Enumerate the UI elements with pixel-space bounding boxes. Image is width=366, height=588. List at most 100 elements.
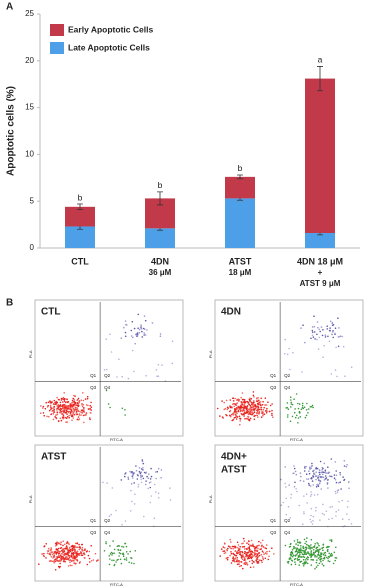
event-dot — [244, 401, 247, 404]
event-dot — [315, 475, 317, 477]
event-dot — [237, 552, 240, 554]
event-dot — [234, 550, 237, 552]
event-dot — [60, 397, 63, 400]
event-dot — [298, 542, 301, 544]
event-dot — [331, 322, 334, 324]
event-dot — [140, 324, 142, 326]
event-dot — [293, 558, 296, 561]
event-dot — [62, 559, 65, 561]
event-dot — [113, 552, 115, 554]
panel-title: 4DN+ — [221, 452, 247, 463]
event-dot — [327, 335, 329, 338]
event-dot — [286, 353, 289, 356]
event-dot — [264, 547, 266, 549]
event-dot — [330, 373, 333, 375]
event-dot — [60, 543, 62, 546]
event-dot — [236, 541, 239, 544]
event-dot — [54, 560, 56, 563]
event-dot — [310, 538, 313, 541]
event-dot — [310, 514, 312, 517]
event-dot — [346, 506, 349, 508]
event-dot — [320, 558, 323, 560]
event-dot — [48, 415, 50, 418]
event-dot — [148, 473, 150, 476]
event-dot — [229, 406, 232, 409]
event-dot — [247, 417, 249, 420]
event-dot — [76, 546, 78, 548]
event-dot — [70, 414, 72, 416]
event-dot — [124, 520, 127, 522]
event-dot — [45, 557, 47, 559]
event-dot — [82, 404, 85, 406]
panel-title: ATST — [41, 452, 66, 463]
event-dot — [131, 471, 133, 473]
event-dot — [300, 551, 303, 554]
event-dot — [53, 407, 55, 409]
event-dot — [216, 407, 219, 410]
event-dot — [153, 517, 156, 519]
event-dot — [229, 415, 232, 418]
axis-label: FITC-A — [110, 582, 123, 587]
quadrant-label: Q1 — [90, 518, 97, 523]
event-dot — [286, 561, 289, 563]
event-dot — [321, 473, 324, 476]
event-dot — [89, 417, 91, 419]
legend-label: Late Apoptotic Cells — [68, 42, 150, 52]
x-tick-label: ATST 9 μM — [300, 279, 341, 288]
event-dot — [294, 416, 297, 419]
event-dot — [261, 412, 263, 414]
event-dot — [85, 414, 87, 416]
event-dot — [60, 411, 63, 413]
event-dot — [159, 335, 162, 338]
event-dot — [83, 557, 86, 559]
event-dot — [328, 545, 330, 548]
event-dot — [81, 405, 84, 408]
event-dot — [309, 495, 312, 498]
event-dot — [334, 369, 337, 371]
event-dot — [300, 408, 303, 411]
event-dot — [266, 407, 268, 410]
event-dot — [294, 470, 297, 473]
event-dot — [299, 560, 302, 563]
event-dot — [323, 556, 326, 559]
event-dot — [51, 400, 53, 403]
event-dot — [85, 412, 88, 414]
event-dot — [82, 399, 85, 402]
event-dot — [64, 404, 67, 407]
event-dot — [244, 412, 247, 415]
event-dot — [55, 545, 57, 547]
event-dot — [63, 392, 65, 394]
event-dot — [247, 543, 250, 546]
event-dot — [46, 552, 49, 555]
event-dot — [239, 418, 242, 420]
event-dot — [230, 547, 232, 550]
x-tick-label: 36 μM — [149, 268, 172, 277]
event-dot — [67, 401, 70, 403]
event-dot — [49, 404, 52, 407]
event-dot — [329, 329, 331, 332]
event-dot — [234, 397, 236, 400]
event-dot — [341, 518, 344, 520]
event-dot — [248, 411, 250, 413]
event-dot — [310, 558, 313, 561]
event-dot — [290, 403, 293, 405]
event-dot — [157, 363, 160, 366]
event-dot — [75, 554, 78, 557]
event-dot — [232, 545, 235, 548]
event-dot — [319, 330, 322, 333]
event-dot — [234, 557, 237, 559]
event-dot — [336, 491, 339, 494]
event-dot — [317, 326, 319, 329]
x-tick-label: 18 μM — [229, 268, 252, 277]
event-dot — [142, 469, 144, 471]
event-dot — [324, 471, 326, 474]
event-dot — [248, 547, 250, 549]
event-dot — [248, 398, 251, 401]
event-dot — [137, 327, 139, 330]
event-dot — [94, 552, 97, 555]
event-dot — [318, 471, 321, 474]
event-dot — [311, 464, 314, 467]
event-dot — [88, 550, 91, 553]
event-dot — [263, 553, 265, 556]
event-dot — [342, 345, 345, 348]
